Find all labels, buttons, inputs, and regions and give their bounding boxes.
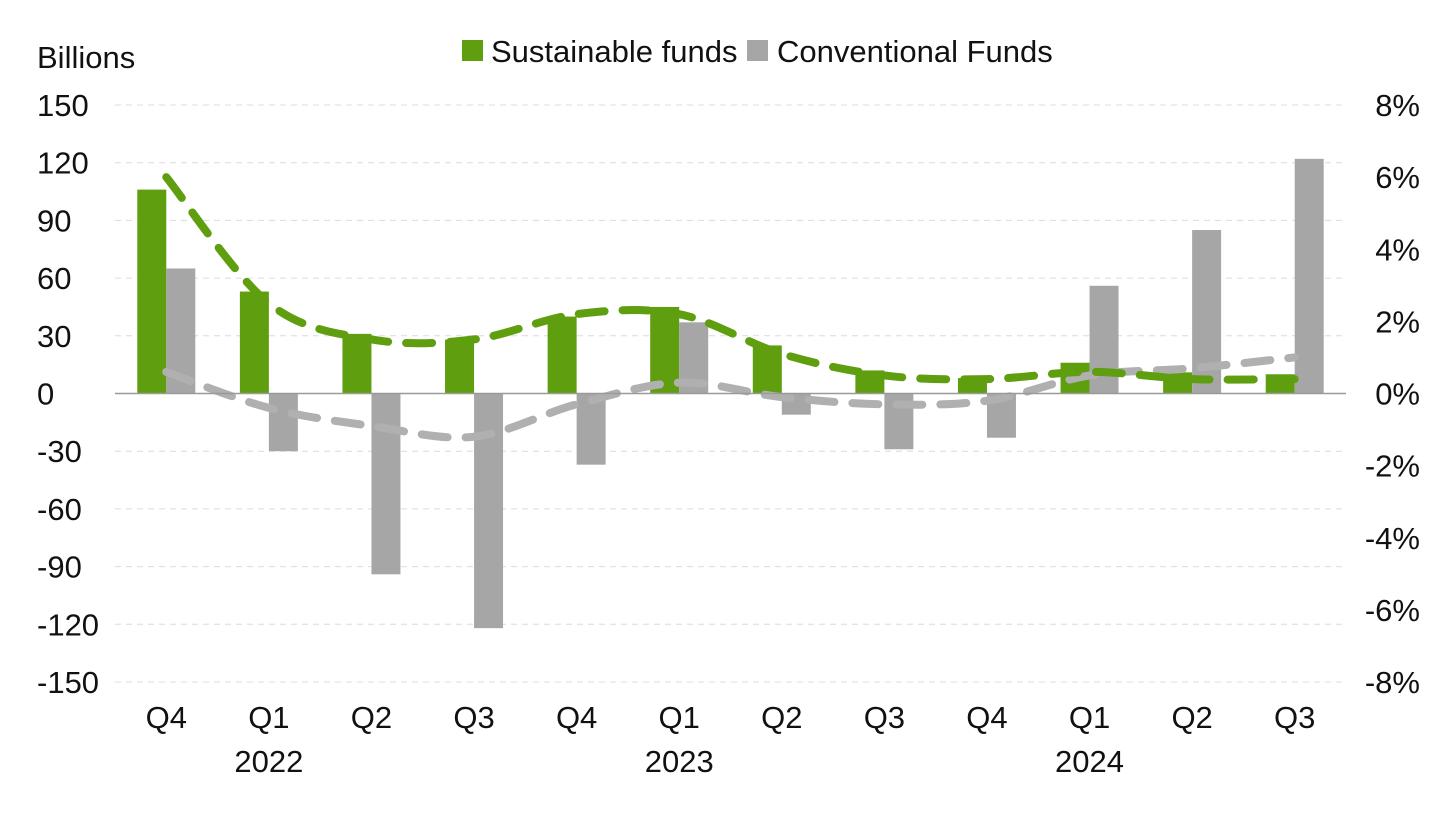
trend-lines [162,173,1299,442]
x-tick-label: Q1 [248,700,289,735]
bar-sustainable [752,345,782,394]
y-tick-label: 60 [37,261,71,296]
y2-tick-label: -4% [1365,521,1420,556]
bar-sustainable [547,316,577,394]
gridlines [115,104,1346,683]
trend-line-conventional [162,353,1299,442]
y-tick-label: -150 [37,665,99,700]
x-year-label: 2022 [234,744,303,779]
bar-conventional [1294,158,1324,394]
y-tick-label: -60 [37,492,82,527]
x-tick-label: Q2 [761,700,802,735]
y2-tick-label: 2% [1375,304,1420,339]
bar-sustainable [445,339,475,394]
axes: 150 120 90 60 30 0 -30 -60 -90 -120 -150 8% 6% 4% 2% 0%… [37,88,1420,779]
x-tick-label: Q3 [453,700,494,735]
legend-label-conventional: Conventional Funds [777,34,1053,69]
y2-tick-label: 8% [1375,88,1420,123]
bar-conventional [268,393,298,452]
y-tick-label: 90 [37,203,71,238]
bar-conventional [474,393,504,629]
y2-tick-label: -8% [1365,665,1420,700]
trend-line-sustainable [162,173,1299,384]
y-tick-label: -120 [37,607,99,642]
y-tick-label: 120 [37,146,89,181]
y2-tick-label: -2% [1365,449,1420,484]
bar-sustainable [650,306,680,394]
x-tick-label: Q3 [864,700,905,735]
legend: Sustainable funds Conventional Funds [462,34,1053,69]
y2-tick-label: -6% [1365,593,1420,628]
y2-tick-label: 6% [1375,160,1420,195]
y-tick-label: 30 [37,319,71,354]
bar-conventional [371,393,401,575]
bar-sustainable [137,189,167,394]
y-tick-label: 150 [37,88,89,123]
x-tick-label: Q1 [659,700,700,735]
x-tick-label: Q4 [966,700,1007,735]
legend-label-sustainable: Sustainable funds [491,34,737,69]
x-tick-label: Q4 [146,700,187,735]
y2-tick-label: 0% [1375,377,1420,412]
y-tick-label: -30 [37,434,82,469]
y2-tick-label: 4% [1375,232,1420,267]
legend-swatch-sustainable [462,40,483,61]
bars [137,158,1324,629]
x-tick-label: Q3 [1274,700,1315,735]
x-tick-label: Q2 [1171,700,1212,735]
bar-conventional [576,393,606,465]
bar-sustainable [239,291,269,394]
y-tick-label: -90 [37,550,82,585]
y-axis-title: Billions [37,40,135,75]
y-tick-label: 0 [37,377,54,412]
x-tick-label: Q1 [1069,700,1110,735]
bar-sustainable [342,333,372,394]
x-year-label: 2024 [1055,744,1124,779]
x-year-label: 2023 [645,744,714,779]
x-tick-label: Q2 [351,700,392,735]
legend-swatch-conventional [747,40,768,61]
x-tick-label: Q4 [556,700,597,735]
